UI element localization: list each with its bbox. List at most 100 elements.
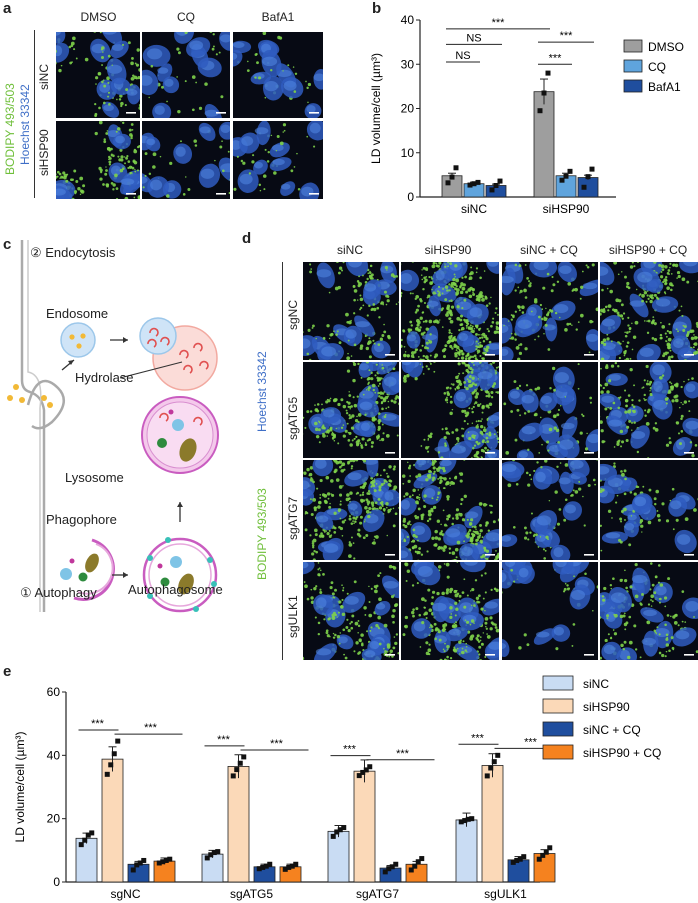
micrograph-d-sgNC-siHSP90 [401,262,499,360]
chart-e-point [289,863,295,869]
chart-e-point [536,856,542,862]
chart-e-ytick-label: 20 [47,812,61,826]
chart-b-bar [555,175,577,198]
label-endocytosis: ② Endocytosis [30,245,116,260]
autophagosome-mitochondrion [178,573,194,595]
chart-e-point [465,816,471,822]
panel-d-row-sgatg5: sgATG5 [286,396,300,440]
endocytic-pit [26,379,65,430]
chart-e-point [356,773,362,779]
lysosome-lipid-droplet [172,419,184,431]
chart-e-point [514,857,520,863]
panel-b-ylabel: LD volume/cell (µm³) [369,53,383,164]
chart-e-point [104,771,110,777]
chart-b-point [453,165,459,171]
chart-e-point [488,765,494,771]
micrograph-a-siHSP90-DMSO [56,121,140,199]
pit-lipid [41,395,47,401]
chart-b-ytick-label: 40 [401,13,415,27]
chart-e-point [415,859,421,865]
chart-e-legend-label: siNC + CQ [583,723,641,737]
panel-e-letter: e [3,663,12,680]
chart-e-sig-label: *** [343,744,357,756]
chart-b-point [585,174,591,180]
cell-membrane-inner [27,240,42,612]
chart-b-sig-label: *** [492,17,506,29]
panel-a-col-dmso: DMSO [80,10,117,24]
chart-e-point [260,864,266,870]
micrograph-a-siNC-CQ [142,32,230,118]
chart-e-category-label: sgATG7 [356,887,399,901]
chart-e-point [267,861,273,867]
panel-a-letter: a [3,0,12,17]
chart-b-point [489,187,495,193]
chart-e-point [484,773,490,779]
chart-e-sig-label: *** [524,736,538,748]
chart-e-point [204,855,210,861]
chart-e-point [521,854,527,860]
micrograph-d-sgATG5-siHSP90 + CQ [600,362,698,458]
extracellular-lipid [13,384,19,390]
endosome-lipid [80,333,86,339]
chart-e-point [108,762,114,768]
hydrolase-symbols [147,327,209,374]
chart-b-point [467,182,473,188]
panel-d-col-sinc: siNC [337,243,363,257]
chart-e-point [282,866,288,872]
chart-b-sig-label: *** [549,52,563,64]
chart-b-ytick-label: 10 [401,146,415,160]
chart-b-point [589,166,595,172]
phagophore-inner [77,543,114,595]
chart-e-sig-label: *** [91,718,105,730]
panel-e-chart: LD volume/cell (µm³) 0 20 40 60 sgNC *** *** sg… [13,675,661,901]
chart-e-point [215,849,221,855]
label-lysosome: Lysosome [65,470,124,485]
chart-e-point [241,754,247,760]
panel-b-letter: b [372,0,382,17]
micrograph-d-sgATG5-siHSP90 [401,362,499,458]
chart-e-point [408,867,414,873]
chart-e-point [334,829,340,835]
phagophore-lipid [60,568,72,580]
arrowhead [68,360,74,365]
panel-d-divider [282,262,283,660]
chart-b-point [567,168,573,174]
micrograph-d-sgNC-siNC + CQ [502,262,598,360]
arrowhead [123,572,128,578]
chart-e-legend-swatch [542,675,574,691]
autolysosome-inner [146,401,214,469]
chart-e-point [419,856,425,862]
chart-b-point [545,70,551,76]
autophagosome-lipid [170,556,182,568]
arrowhead [177,502,183,507]
fusing-endosome [139,317,177,355]
micrograph-d-sgATG7-siNC + CQ [502,460,598,560]
chart-e-point [141,857,147,863]
panel-d-col-sihsp90-cq: siHSP90 + CQ [608,243,688,257]
chart-e-legend-swatch [542,744,574,760]
chart-e-point [337,827,343,833]
chart-b-bar [577,177,599,198]
chart-b-legend-swatch [623,59,643,73]
chart-b-point [497,178,503,184]
chart-e-category-label: sgNC [110,887,140,901]
chart-e-point [208,852,214,858]
label-autophagosome: Autophagosome [128,582,223,597]
chart-b-legend-swatch [623,39,643,53]
chart-e-sig-label: *** [270,738,284,750]
micrograph-a-siHSP90-CQ [142,121,230,199]
chart-b-ytick-label: 0 [407,190,414,204]
panel-a-row-sinc: siNC [37,64,51,90]
chart-e-point [237,760,243,766]
chart-e-legend-label: siHSP90 + CQ [583,746,661,760]
chart-b-legend-label: DMSO [648,40,684,54]
panel-e-ylabel: LD volume/cell (µm³) [13,732,27,843]
chart-e-point [160,859,166,865]
chart-b-category-label: siHSP90 [543,202,590,216]
micrograph-d-sgULK1-siHSP90 + CQ [600,562,698,660]
chart-e-point [382,869,388,875]
pit-lipid [47,402,53,408]
chart-e-point [256,866,262,872]
chart-e-point [134,862,140,868]
autophagosome-organelle [160,577,170,587]
